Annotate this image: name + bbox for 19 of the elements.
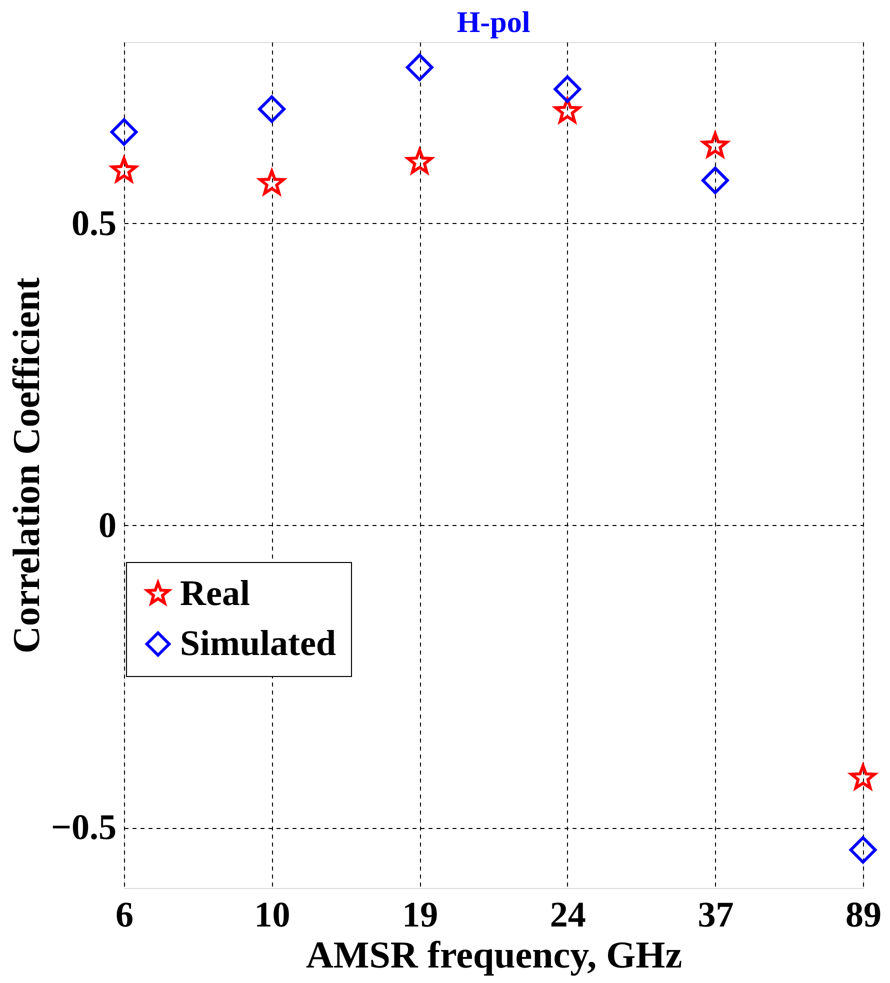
x-tick-label: 10 bbox=[254, 894, 290, 934]
x-tick-label: 19 bbox=[402, 894, 438, 934]
y-axis-title: Correlation Coefficient bbox=[6, 277, 48, 654]
point bbox=[554, 75, 582, 103]
point bbox=[701, 166, 729, 194]
x-tick-label: 24 bbox=[550, 894, 586, 934]
x-tick-label: 89 bbox=[846, 894, 882, 934]
y-tick-label: −0.5 bbox=[50, 807, 116, 848]
y-tick-label: 0.5 bbox=[72, 202, 116, 243]
y-tick-label: 0 bbox=[98, 504, 116, 545]
point bbox=[110, 118, 138, 146]
point bbox=[258, 95, 286, 123]
point bbox=[406, 54, 434, 82]
legend-label: Simulated bbox=[180, 623, 336, 663]
x-tick-label: 6 bbox=[116, 894, 134, 934]
x-tick-label: 37 bbox=[698, 894, 734, 934]
chart-title: H-pol bbox=[456, 6, 530, 39]
legend-label: Real bbox=[180, 573, 250, 613]
x-axis-title: AMSR frequency, GHz bbox=[306, 934, 682, 976]
